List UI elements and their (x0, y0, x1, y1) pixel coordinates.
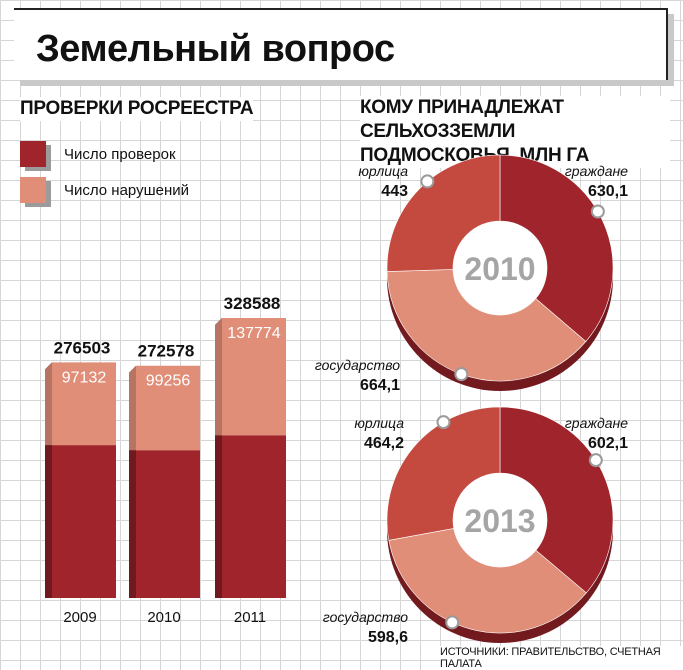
bar-violations-2011 (222, 318, 286, 436)
donut-marker-2010-2 (420, 174, 435, 189)
bar-category-label-2010: 2010 (147, 609, 180, 626)
donut-hole-2010 (453, 221, 547, 315)
donut-value-label-2013-1: 598,6 (368, 629, 408, 646)
donut-category-label-2013-2: юрлица (354, 415, 404, 431)
donut-value-label-2013-2: 464,2 (364, 435, 404, 452)
bar-violations-2010 (136, 365, 200, 451)
donut-value-label-2010-1: 664,1 (360, 377, 400, 394)
bar-total-label-2010: 272578 (138, 342, 195, 361)
donut-marker-2010-0 (590, 204, 605, 219)
source-note: ИСТОЧНИКИ: ПРАВИТЕЛЬСТВО, СЧЕТНАЯ ПАЛАТА (440, 646, 683, 670)
bar-violations-label-2010: 99256 (146, 373, 191, 390)
bar-total-label-2009: 276503 (54, 338, 111, 357)
bar-side-light-2010 (129, 365, 136, 451)
bar-checks-2011 (222, 435, 286, 598)
donut-marker-2010-1 (454, 367, 469, 382)
donut-marker-2013-2 (436, 415, 451, 430)
donut-marker-2013-1 (445, 615, 460, 630)
legend-swatch-violations (20, 177, 46, 203)
donut-chart-title-text: КОМУ ПРИНАДЛЕЖАТ СЕЛЬХОЗЗЕМЛИ ПОДМОСКОВЬ… (360, 97, 590, 166)
legend-label-checks: Число проверок (64, 145, 176, 163)
bar-checks-2010 (136, 450, 200, 598)
bar-side-light-2009 (45, 362, 52, 446)
bar-category-label-2009: 2009 (63, 609, 96, 626)
donut-category-label-2010-0: граждане (565, 163, 628, 179)
donut-year-label-2010: 2010 (464, 251, 535, 287)
legend-swatch-checks (20, 141, 46, 167)
bar-violations-2009 (52, 362, 116, 446)
donut-value-label-2010-0: 630,1 (588, 183, 628, 200)
bar-chart-title: ПРОВЕРКИ РОСРЕЕСТРА (20, 97, 254, 121)
bar-checks-2009 (52, 445, 116, 598)
donut-slice-2013-1 (388, 528, 587, 634)
donut-hole-2013 (453, 473, 547, 567)
donut-year-label-2013: 2013 (464, 503, 535, 539)
legend-item-violations: Число нарушений (20, 173, 189, 207)
legend-label-violations: Число нарушений (64, 181, 190, 199)
legend-item-checks: Число проверок (20, 137, 176, 171)
page-title: Земельный вопрос (14, 8, 668, 80)
bar-violations-label-2011: 137774 (227, 325, 280, 342)
donut-category-label-2010-2: юрлица (358, 163, 408, 179)
donut-marker-2013-0 (588, 453, 603, 468)
bar-violations-label-2009: 97132 (62, 369, 107, 386)
donut-value-label-2013-0: 602,1 (588, 435, 628, 452)
bar-side-light-2011 (215, 318, 222, 436)
bar-category-label-2011: 2011 (234, 609, 266, 626)
bar-total-label-2011: 328588 (224, 294, 281, 313)
donut-category-label-2013-0: граждане (565, 415, 628, 431)
donut-value-label-2010-2: 443 (381, 183, 408, 200)
donut-category-label-2013-1: государство (323, 609, 408, 625)
donut-category-label-2010-1: государство (315, 357, 400, 373)
